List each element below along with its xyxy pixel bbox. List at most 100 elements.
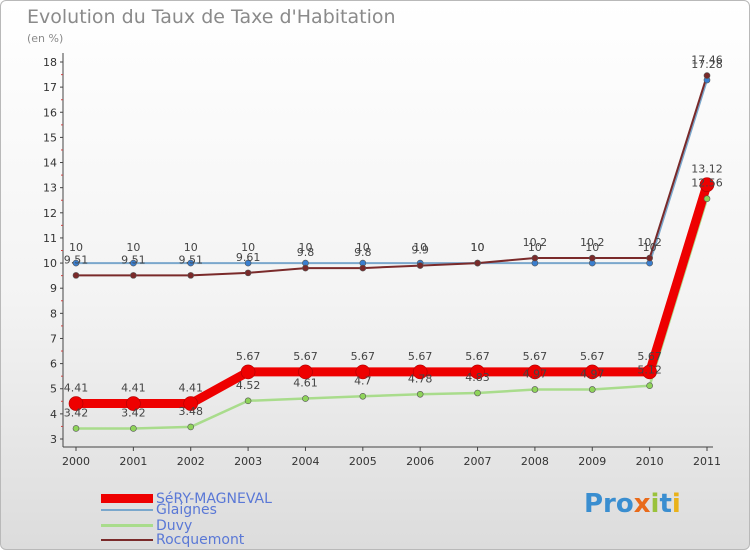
x-tick-label: 2009: [578, 455, 606, 468]
data-point: [588, 386, 596, 393]
data-label: 4.52: [236, 379, 261, 392]
data-label: 5.67: [637, 350, 662, 363]
data-label: 3.48: [178, 405, 203, 418]
legend-swatch: [101, 524, 153, 527]
data-point: [703, 195, 711, 203]
data-point: [416, 390, 424, 398]
data-label: 9.8: [297, 246, 315, 259]
data-label: 5.67: [408, 350, 433, 363]
proxiti-logo: Proxiti: [584, 489, 681, 519]
x-tick-label: 2007: [464, 455, 492, 468]
data-label: 5.67: [523, 350, 548, 363]
data-point: [531, 254, 539, 262]
data-label: 9.61: [236, 251, 261, 264]
data-label: 17.46: [691, 54, 723, 67]
series-line-1: [76, 79, 708, 265]
y-tick-label: 10: [43, 257, 57, 270]
data-point: [416, 262, 424, 269]
data-point: [703, 72, 711, 79]
y-tick-label: 7: [50, 332, 57, 345]
legend-swatch: [101, 539, 153, 541]
x-tick-label: 2003: [234, 455, 262, 468]
chart-title: Evolution du Taux de Taxe d'Habitation: [27, 6, 396, 28]
data-point: [699, 177, 715, 192]
y-tick-label: 5: [50, 383, 57, 396]
series-line-0: [76, 183, 712, 409]
x-tick-label: 2000: [62, 455, 90, 468]
legend-label: SéRY-MAGNEVAL: [156, 490, 272, 507]
data-label: 10.2: [580, 236, 605, 249]
data-label: 10: [585, 241, 599, 254]
data-point: [68, 396, 84, 411]
data-label: 4.83: [465, 371, 490, 384]
legend-swatch: [101, 509, 153, 511]
data-label: 4.41: [178, 382, 203, 395]
legend-label: Duvy: [156, 517, 193, 534]
data-point: [302, 395, 309, 402]
data-label: 4.97: [580, 367, 605, 380]
data-point: [412, 364, 428, 380]
data-label: 10: [528, 241, 542, 254]
y-tick-label: 17: [43, 81, 57, 94]
data-label: 4.97: [523, 367, 548, 380]
x-tick-label: 2005: [349, 455, 377, 468]
data-label: 10: [356, 241, 370, 254]
data-label: 10: [471, 241, 485, 254]
series-line-2: [76, 198, 709, 430]
data-label: 10: [298, 241, 312, 254]
y-tick-label: 12: [43, 207, 57, 220]
data-point: [244, 397, 252, 405]
x-tick-label: 2006: [406, 455, 434, 468]
data-point: [183, 396, 199, 411]
data-label: 9.51: [178, 253, 203, 266]
data-label: 13.12: [691, 163, 723, 176]
data-point: [187, 259, 195, 267]
data-label: 5.12: [637, 364, 662, 377]
data-label: 17.28: [691, 58, 723, 71]
series-line-3: [76, 75, 708, 277]
data-point: [298, 364, 313, 380]
y-tick-label: 9: [50, 282, 57, 295]
x-tick-label: 2011: [693, 455, 721, 468]
data-label: 9.51: [64, 253, 89, 266]
data-label: 9.8: [354, 246, 372, 259]
data-label: 4.7: [354, 374, 372, 387]
y-tick-label: 4: [50, 408, 57, 421]
data-label: 9.9: [411, 244, 429, 257]
data-label: 4.61: [293, 377, 318, 390]
data-point: [72, 259, 80, 267]
data-label: 4.41: [121, 382, 146, 395]
data-label: 10: [643, 241, 657, 254]
data-point: [240, 364, 256, 380]
x-tick-label: 2002: [177, 455, 205, 468]
data-point: [72, 425, 80, 432]
data-point: [359, 392, 367, 400]
x-tick-label: 2001: [119, 455, 147, 468]
y-tick-label: 3: [50, 433, 57, 446]
data-point: [72, 272, 80, 279]
data-label: 5.67: [351, 350, 376, 363]
data-label: 10: [471, 241, 485, 254]
data-point: [130, 259, 137, 267]
data-label: 10: [184, 241, 198, 254]
legend-label: Glaignes: [156, 502, 217, 518]
data-point: [646, 382, 653, 390]
data-point: [642, 364, 657, 380]
legend-swatch: [101, 494, 153, 503]
data-point: [359, 264, 367, 272]
data-label: 10.2: [523, 236, 548, 249]
data-point: [527, 364, 543, 380]
data-point: [531, 386, 539, 393]
data-label: 12.56: [691, 177, 723, 190]
x-tick-label: 2004: [291, 455, 319, 468]
y-tick-label: 16: [43, 106, 57, 119]
data-label: 4.78: [408, 372, 433, 385]
data-label: 5.67: [580, 350, 605, 363]
data-label: 5.67: [293, 350, 318, 363]
data-point: [646, 254, 653, 262]
y-tick-label: 6: [50, 358, 57, 371]
data-point: [584, 364, 600, 380]
data-point: [474, 259, 481, 267]
